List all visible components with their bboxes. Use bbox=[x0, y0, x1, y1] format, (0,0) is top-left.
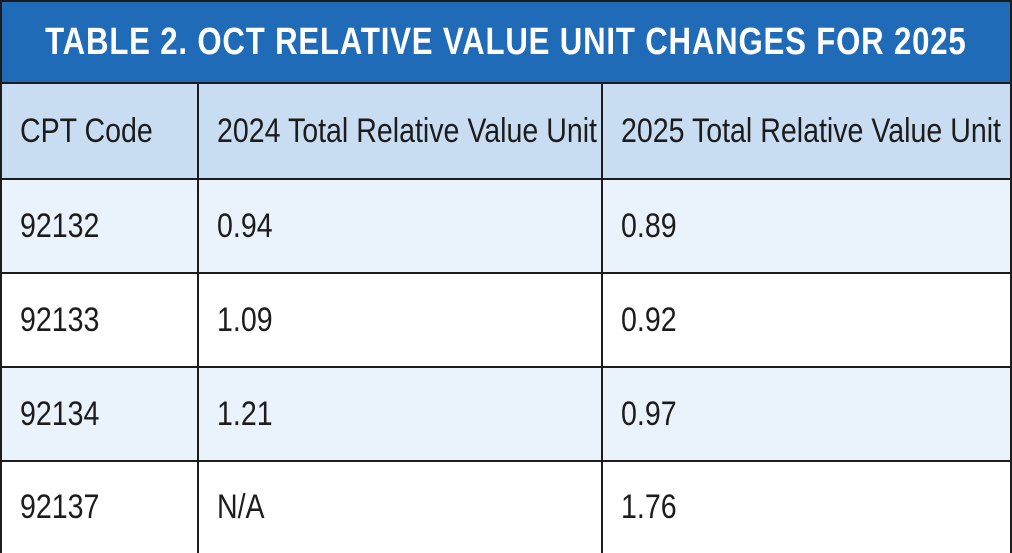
cpt-code-cell: 92134 bbox=[2, 366, 199, 462]
rvu-2024-cell: 1.09 bbox=[197, 272, 603, 368]
rvu-2025-cell: 0.89 bbox=[601, 178, 1010, 274]
table-title-bar: TABLE 2. OCT RELATIVE VALUE UNIT CHANGES… bbox=[2, 2, 1010, 84]
rvu-2025-cell: 0.97 bbox=[601, 366, 1010, 462]
rvu-2024-cell: 0.94 bbox=[197, 178, 603, 274]
rvu-2025-cell: 0.92 bbox=[601, 272, 1010, 368]
table-row: 92133 1.09 0.92 bbox=[2, 272, 1010, 368]
cpt-code-cell: 92133 bbox=[2, 272, 199, 368]
cpt-code-cell: 92132 bbox=[2, 178, 199, 274]
cpt-code-cell: 92137 bbox=[2, 460, 199, 553]
rvu-2025-cell: 1.76 bbox=[601, 460, 1010, 553]
rvu-2024-cell: 1.21 bbox=[197, 366, 603, 462]
table-title: TABLE 2. OCT RELATIVE VALUE UNIT CHANGES… bbox=[45, 20, 967, 63]
column-header-2024-rvu: 2024 Total Relative Value Unit bbox=[197, 84, 603, 180]
column-header-cpt-code: CPT Code bbox=[2, 84, 199, 180]
table-row: 92132 0.94 0.89 bbox=[2, 178, 1010, 274]
table-row: 92134 1.21 0.97 bbox=[2, 366, 1010, 462]
table-row: 92137 N/A 1.76 bbox=[2, 460, 1010, 553]
rvu-2024-cell: N/A bbox=[197, 460, 603, 553]
table-header-row: CPT Code 2024 Total Relative Value Unit … bbox=[2, 84, 1010, 180]
rvu-table: CPT Code 2024 Total Relative Value Unit … bbox=[2, 84, 1010, 553]
column-header-2025-rvu: 2025 Total Relative Value Unit bbox=[601, 84, 1010, 180]
